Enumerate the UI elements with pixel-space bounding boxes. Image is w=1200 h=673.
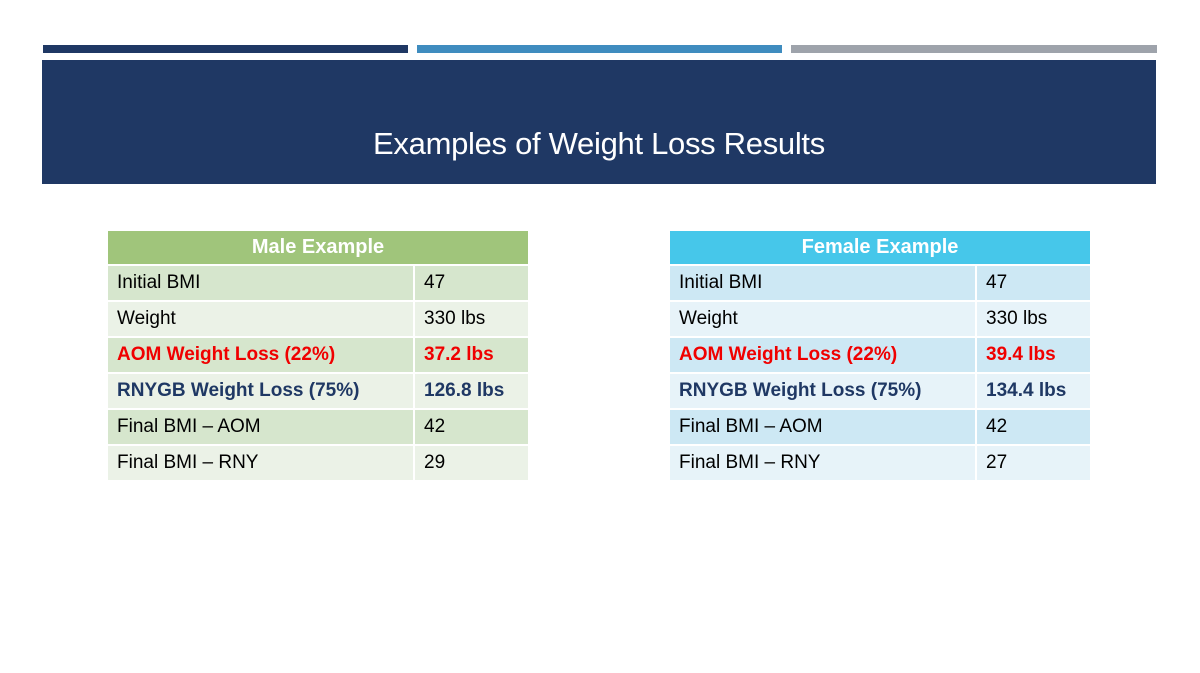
male-example-table: Male Example Initial BMI 47 Weight 330 l… <box>108 231 529 480</box>
row-value: 330 lbs <box>975 300 1090 337</box>
table-row: Weight 330 lbs <box>670 300 1090 337</box>
table-header-row: Male Example <box>108 231 529 265</box>
row-label: AOM Weight Loss (22%) <box>108 336 414 373</box>
row-label: RNYGB Weight Loss (75%) <box>670 372 976 409</box>
male-example-header: Male Example <box>108 231 529 265</box>
row-label: AOM Weight Loss (22%) <box>670 336 976 373</box>
female-example-header: Female Example <box>670 231 1090 265</box>
female-example-table: Female Example Initial BMI 47 Weight 330… <box>670 231 1090 480</box>
row-value: 27 <box>975 444 1090 480</box>
table-row: Final BMI – RNY 29 <box>108 444 529 480</box>
row-label: Weight <box>108 300 414 337</box>
table-row: AOM Weight Loss (22%) 37.2 lbs <box>108 336 529 373</box>
table-row: Weight 330 lbs <box>108 300 529 337</box>
accent-bar-dark <box>43 45 408 53</box>
row-label: Final BMI – AOM <box>670 408 976 445</box>
table-row: RNYGB Weight Loss (75%) 126.8 lbs <box>108 372 529 409</box>
table-row: Final BMI – RNY 27 <box>670 444 1090 480</box>
table-row: AOM Weight Loss (22%) 39.4 lbs <box>670 336 1090 373</box>
row-label: RNYGB Weight Loss (75%) <box>108 372 414 409</box>
table-row: Initial BMI 47 <box>670 264 1090 301</box>
table-row: RNYGB Weight Loss (75%) 134.4 lbs <box>670 372 1090 409</box>
row-value: 47 <box>975 264 1090 301</box>
row-label: Weight <box>670 300 976 337</box>
row-value: 42 <box>975 408 1090 445</box>
slide-title: Examples of Weight Loss Results <box>373 126 825 161</box>
row-value: 29 <box>412 444 529 480</box>
row-value: 37.2 lbs <box>412 336 529 373</box>
row-label: Initial BMI <box>670 264 976 301</box>
table-row: Final BMI – AOM 42 <box>670 408 1090 445</box>
row-value: 47 <box>412 264 529 301</box>
row-value: 330 lbs <box>412 300 529 337</box>
row-value: 42 <box>412 408 529 445</box>
row-value: 134.4 lbs <box>975 372 1090 409</box>
title-band: Examples of Weight Loss Results <box>42 60 1156 184</box>
row-value: 39.4 lbs <box>975 336 1090 373</box>
accent-bar-gray <box>791 45 1157 53</box>
accent-bar-blue <box>417 45 782 53</box>
row-label: Final BMI – RNY <box>670 444 976 480</box>
row-label: Initial BMI <box>108 264 414 301</box>
row-label: Final BMI – RNY <box>108 444 414 480</box>
table-header-row: Female Example <box>670 231 1090 265</box>
row-label: Final BMI – AOM <box>108 408 414 445</box>
table-row: Final BMI – AOM 42 <box>108 408 529 445</box>
table-row: Initial BMI 47 <box>108 264 529 301</box>
row-value: 126.8 lbs <box>412 372 529 409</box>
